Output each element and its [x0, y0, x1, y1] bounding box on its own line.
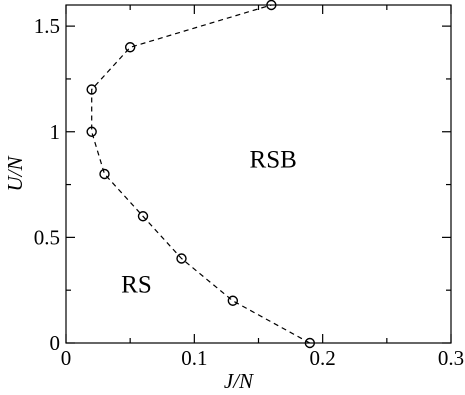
- x-tick-label: 0: [61, 346, 72, 370]
- series-line: [91, 4, 311, 344]
- x-axis-label: J/N: [224, 369, 254, 393]
- y-tick-label: 1.5: [34, 14, 60, 38]
- data-point: [176, 253, 187, 264]
- data-points: [86, 0, 316, 349]
- y-tick-label: 0.5: [34, 225, 60, 249]
- x-tick-label: 0.3: [438, 346, 464, 370]
- region-label-rsb: RSB: [250, 147, 297, 174]
- y-tick-label: 0: [50, 331, 61, 355]
- data-point: [124, 42, 136, 53]
- y-tick-label: 1: [50, 120, 61, 144]
- region-label-rs: RS: [121, 271, 152, 298]
- y-axis-label: U/N: [3, 156, 27, 192]
- x-tick-label: 0.2: [310, 346, 336, 370]
- tick-labels-layer: 0 0.1 0.2 0.3 0 0.5 1 1.5: [34, 14, 464, 370]
- x-tick-label: 0.1: [181, 346, 207, 370]
- ticks-layer: [65, 5, 452, 344]
- data-point: [137, 211, 149, 222]
- data-point: [86, 126, 97, 137]
- data-point: [99, 168, 110, 180]
- data-point: [304, 337, 316, 349]
- data-point: [266, 0, 277, 11]
- data-point: [227, 295, 239, 306]
- data-point: [86, 84, 97, 95]
